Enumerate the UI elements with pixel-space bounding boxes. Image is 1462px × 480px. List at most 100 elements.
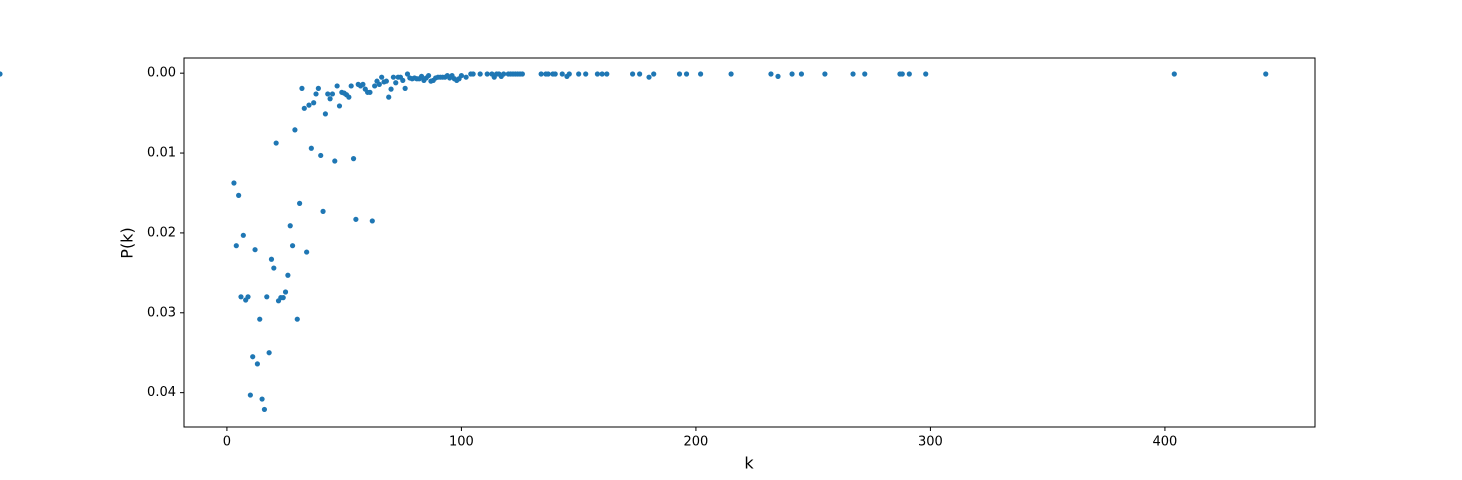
point: [775, 73, 781, 79]
point: [545, 71, 551, 77]
point: [552, 71, 558, 77]
point: [789, 71, 795, 77]
point: [683, 71, 690, 77]
point: [360, 81, 366, 87]
point: [297, 200, 303, 206]
point: [390, 74, 397, 80]
point: [348, 83, 354, 89]
plot-frame: [183, 57, 1316, 428]
point: [1263, 71, 1269, 77]
point: [418, 73, 425, 79]
point: [289, 243, 296, 249]
point: [280, 295, 286, 301]
point: [576, 71, 582, 77]
point: [0, 71, 3, 77]
point: [236, 192, 242, 198]
point: [698, 71, 704, 77]
point: [268, 256, 275, 262]
point: [559, 71, 565, 77]
point: [353, 216, 359, 222]
point: [393, 80, 399, 86]
point: [282, 289, 289, 295]
point: [484, 71, 490, 77]
point: [318, 152, 324, 159]
point: [271, 265, 277, 271]
x-tick-label: 0: [223, 435, 231, 450]
point: [336, 103, 343, 109]
point: [822, 71, 828, 77]
point: [599, 71, 605, 77]
point: [329, 91, 336, 97]
point: [294, 316, 300, 322]
point: [322, 111, 329, 117]
point: [798, 71, 805, 77]
point: [292, 127, 298, 133]
point: [250, 354, 256, 360]
x-tick-label: 300: [918, 435, 943, 450]
point: [646, 74, 652, 80]
x-axis-label: k: [744, 454, 754, 473]
point: [308, 145, 314, 151]
point: [501, 71, 507, 77]
point: [425, 72, 432, 79]
point: [313, 91, 319, 97]
y-tick-label: 0.00: [147, 66, 176, 81]
point: [332, 158, 338, 164]
point: [728, 71, 734, 77]
y-axis-label: P(k): [118, 227, 137, 258]
point: [566, 71, 572, 77]
point: [252, 247, 258, 253]
point: [651, 71, 657, 77]
point: [369, 218, 375, 224]
point: [240, 232, 246, 238]
point: [259, 396, 265, 402]
point: [311, 100, 317, 106]
point: [458, 72, 465, 79]
point: [334, 83, 340, 89]
point: [850, 71, 856, 77]
point: [301, 105, 307, 111]
point: [404, 71, 411, 77]
point: [519, 71, 525, 77]
point: [538, 71, 544, 77]
point: [463, 74, 469, 80]
point: [299, 85, 305, 91]
point: [285, 272, 291, 278]
point: [604, 71, 610, 77]
point: [906, 71, 912, 77]
point: [923, 71, 929, 77]
point: [1171, 71, 1177, 77]
point: [325, 91, 331, 97]
point: [768, 71, 774, 77]
x-tick-label: 200: [684, 435, 709, 450]
point: [320, 208, 326, 214]
point: [231, 180, 237, 186]
y-tick-label: 0.04: [147, 385, 176, 400]
point: [350, 156, 357, 162]
point: [254, 361, 260, 367]
point: [287, 223, 293, 229]
point: [264, 294, 270, 300]
point: [388, 86, 394, 92]
point: [367, 89, 373, 95]
point: [400, 77, 406, 83]
point: [261, 406, 268, 413]
point: [594, 71, 601, 77]
point: [899, 71, 905, 77]
point: [383, 78, 389, 84]
x-tick-label: 100: [449, 435, 474, 450]
point: [470, 71, 476, 77]
point: [346, 94, 352, 100]
point: [402, 85, 408, 91]
point: [238, 294, 244, 300]
point: [583, 71, 589, 77]
point: [676, 71, 683, 77]
point: [257, 316, 263, 322]
point: [327, 96, 333, 102]
point: [862, 71, 868, 77]
y-tick-label: 0.01: [147, 146, 176, 161]
point: [637, 71, 643, 77]
x-tick-label: 400: [1153, 435, 1178, 450]
point: [304, 249, 310, 255]
